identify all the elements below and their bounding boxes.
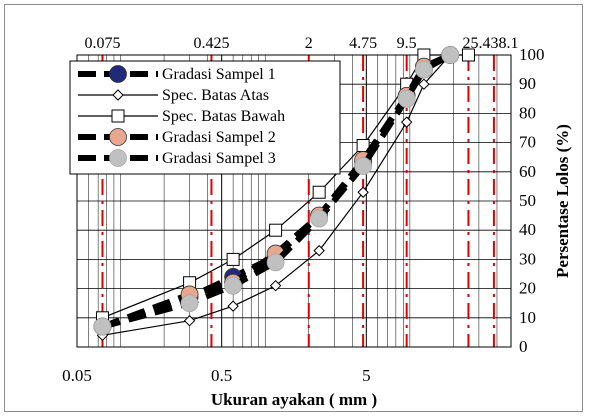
data-point — [400, 116, 413, 128]
y-tick-label: 70 — [519, 133, 536, 152]
x-axis-title: Ukuran ayakan ( mm ) — [211, 390, 377, 409]
data-point — [415, 60, 433, 79]
data-point — [418, 78, 430, 90]
data-point — [180, 294, 199, 313]
legend-label: Gradasi Sampel 1 — [162, 66, 276, 83]
data-point — [227, 300, 239, 312]
data-point — [313, 244, 325, 257]
data-point — [183, 315, 196, 327]
data-point — [310, 209, 329, 228]
series-4 — [93, 46, 460, 336]
y-tick-label: 20 — [519, 279, 536, 298]
x-tick-label: 5 — [362, 366, 371, 385]
x-tick-label: 0.5 — [211, 366, 232, 385]
plot-area — [76, 54, 512, 348]
sieve-label: 0.075 — [84, 35, 120, 52]
legend-label: Spec. Batas Bawah — [162, 108, 285, 125]
sieve-label: 4.75 — [349, 35, 377, 52]
sieve-label: 9.5 — [397, 35, 417, 52]
legend-label: Gradasi Sampel 3 — [162, 150, 276, 167]
legend-marker — [109, 128, 127, 146]
legend-marker — [109, 149, 127, 167]
series-line — [102, 54, 469, 319]
data-point — [93, 317, 112, 336]
sieve-label: 2 — [305, 35, 313, 52]
series-layer — [93, 46, 475, 342]
data-point — [266, 253, 285, 272]
y-tick-label: 80 — [519, 103, 536, 122]
y-tick-label: 10 — [519, 308, 536, 327]
legend-label: Gradasi Sampel 2 — [162, 129, 276, 146]
data-point — [226, 252, 240, 266]
legend-marker — [109, 65, 127, 83]
x-tick-label: 0.05 — [62, 366, 92, 385]
data-point — [312, 185, 326, 199]
y-tick-label: 0 — [519, 337, 528, 356]
sieve-label: 0.425 — [193, 35, 229, 52]
data-point — [354, 157, 373, 175]
data-point — [397, 89, 416, 108]
data-point — [441, 46, 460, 64]
y-tick-label: 30 — [519, 249, 536, 268]
data-point — [224, 276, 243, 295]
data-point — [269, 279, 282, 292]
legend-marker — [112, 89, 124, 101]
y-axis-title: Persentase Lolos (%) — [553, 124, 572, 278]
y-tick-label: 50 — [519, 191, 536, 210]
data-point — [461, 48, 475, 62]
y-tick-label: 90 — [519, 74, 536, 93]
data-point — [357, 186, 369, 198]
legend-marker — [111, 109, 125, 123]
y-tick-label: 40 — [519, 220, 536, 239]
legend-label: Spec. Batas Atas — [162, 87, 269, 104]
tick-labels: 0 10 20 30 40 50 60 70 80 90 100 0.05 0.5 5 0.075 0.425… — [62, 35, 544, 385]
legend: Gradasi Sampel 1 Spec. Batas Atas Spec. Ba… — [69, 60, 341, 175]
y-tick-label: 60 — [519, 162, 536, 181]
y-tick-label: 100 — [519, 45, 545, 64]
data-point — [269, 223, 283, 237]
sieve-label: 25.438.1 — [462, 35, 518, 52]
